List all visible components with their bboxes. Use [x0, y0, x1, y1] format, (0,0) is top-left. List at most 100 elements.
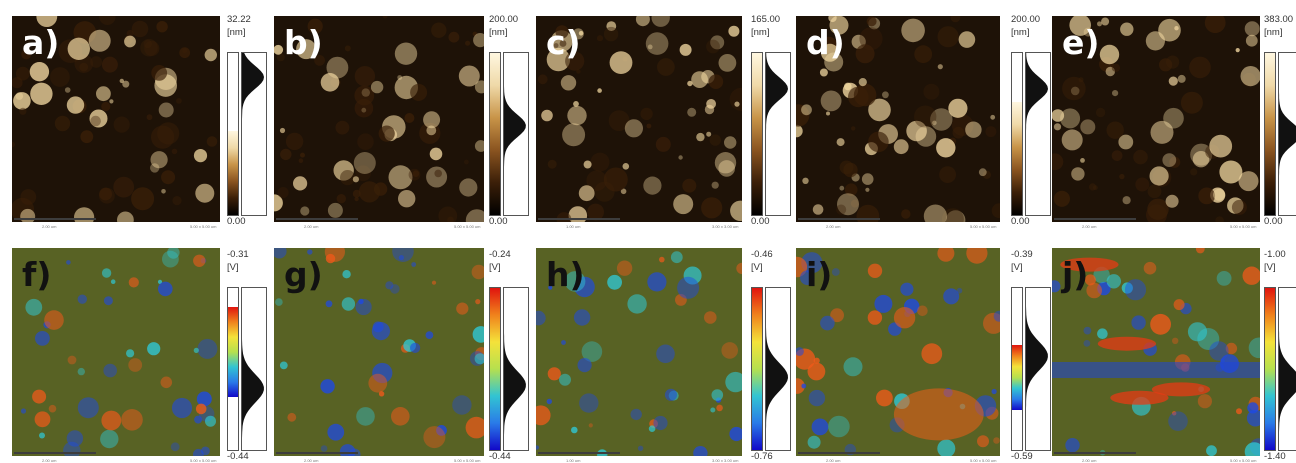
panel-g-image: g): [274, 248, 484, 456]
panel-e-colorbar-fill: [1265, 53, 1275, 215]
panel-f-min-value: -0.44: [227, 451, 249, 462]
panel-i-label: i): [806, 255, 833, 294]
panel-g-size-text: 5.00 x 5.00 um: [454, 458, 481, 463]
panel-f-label: f): [22, 255, 52, 294]
panel-c-histogram: [765, 52, 791, 216]
panel-h-size-text: 3.00 x 3.00 um: [712, 458, 739, 463]
panel-g-scale-bar: [276, 452, 358, 454]
panel-h-unit: [V]: [751, 262, 763, 273]
panel-i-colorbar-fill: [1012, 344, 1022, 410]
panel-g-scale-text: 2.00 um: [304, 458, 319, 463]
panel-g-label: g): [284, 255, 323, 294]
panel-e-min-value: 0.00: [1264, 216, 1283, 227]
panel-a-unit: [nm]: [227, 27, 246, 38]
panel-d-min-value: 0.00: [1011, 216, 1030, 227]
panel-j-label: j): [1062, 255, 1089, 294]
panel-h-label: h): [546, 255, 585, 294]
panel-h-max-value: -0.46: [751, 249, 773, 260]
panel-b-image: b): [274, 16, 484, 222]
panel-c-scale-bar: [538, 218, 620, 220]
panel-h-scale-text: 1.00 um: [566, 458, 581, 463]
panel-h-scale-bar: [538, 452, 620, 454]
panel-d-scale-text: 2.00 um: [826, 224, 841, 229]
panel-h-colorbar-fill: [752, 288, 762, 450]
panel-c-scale-text: 1.00 um: [566, 224, 581, 229]
panel-a-scale-text: 2.00 um: [42, 224, 57, 229]
panel-e-scale-text: 2.00 um: [1082, 224, 1097, 229]
panel-c-colorbar: [751, 52, 763, 216]
panel-a-image: a): [12, 16, 220, 222]
panel-f-image: f): [12, 248, 220, 456]
panel-f-size-text: 5.00 x 5.00 um: [190, 458, 217, 463]
panel-f-colorbar-fill: [228, 307, 238, 397]
panel-j-image: j): [1052, 248, 1260, 456]
panel-c-colorbar-fill: [752, 53, 762, 215]
panel-d-size-text: 5.00 x 5.00 um: [970, 224, 997, 229]
panel-d-colorbar: [1011, 52, 1023, 216]
panel-b-min-value: 0.00: [489, 216, 508, 227]
panel-b-colorbar-fill: [490, 53, 500, 215]
panel-i-scale-text: 2.00 um: [826, 458, 841, 463]
panel-i-colorbar: [1011, 287, 1023, 451]
panel-a-min-value: 0.00: [227, 216, 246, 227]
panel-g-min-value: -0.44: [489, 451, 511, 462]
panel-j-min-value: -1.40: [1264, 451, 1286, 462]
panel-h-min-value: -0.76: [751, 451, 773, 462]
panel-b-scale-text: 2.00 um: [304, 224, 319, 229]
panel-b-histogram: [503, 52, 529, 216]
panel-a-colorbar-fill: [228, 130, 238, 215]
panel-a-max-value: 32.22: [227, 14, 251, 25]
panel-c-min-value: 0.00: [751, 216, 770, 227]
panel-e-size-text: 5.00 x 5.00 um: [1230, 224, 1257, 229]
panel-g-colorbar-fill: [490, 288, 500, 450]
panel-f-histogram: [241, 287, 267, 451]
panel-i-image: i): [796, 248, 1000, 456]
panel-j-histogram: [1278, 287, 1296, 451]
panel-a-label: a): [22, 23, 60, 62]
panel-b-colorbar: [489, 52, 501, 216]
panel-j-size-text: 5.00 x 5.00 um: [1230, 458, 1257, 463]
panel-i-histogram: [1025, 287, 1051, 451]
panel-g-max-value: -0.24: [489, 249, 511, 260]
panel-a-size-text: 5.00 x 5.00 um: [190, 224, 217, 229]
panel-f-scale-bar: [14, 452, 96, 454]
panel-f-max-value: -0.31: [227, 249, 249, 260]
panel-b-scale-bar: [276, 218, 358, 220]
panel-d-max-value: 200.00: [1011, 14, 1041, 25]
panel-g-colorbar: [489, 287, 501, 451]
panel-j-unit: [V]: [1264, 262, 1276, 273]
panel-d-histogram: [1025, 52, 1051, 216]
panel-d-colorbar-fill: [1012, 101, 1022, 215]
panel-d-unit: [nm]: [1011, 27, 1030, 38]
panel-i-scale-bar: [798, 452, 880, 454]
panel-e-max-value: 383.00: [1264, 14, 1294, 25]
panel-c-label: c): [546, 23, 581, 62]
panel-e-unit: [nm]: [1264, 27, 1283, 38]
panel-b-size-text: 5.00 x 5.00 um: [454, 224, 481, 229]
panel-j-scale-text: 2.00 um: [1082, 458, 1097, 463]
panel-g-unit: [V]: [489, 262, 501, 273]
panel-b-max-value: 200.00: [489, 14, 519, 25]
panel-c-size-text: 3.00 x 3.00 um: [712, 224, 739, 229]
panel-d-scale-bar: [798, 218, 880, 220]
panel-i-unit: [V]: [1011, 262, 1023, 273]
panel-e-scale-bar: [1054, 218, 1136, 220]
panel-j-scale-bar: [1054, 452, 1136, 454]
panel-c-max-value: 165.00: [751, 14, 781, 25]
panel-f-scale-text: 2.00 um: [42, 458, 57, 463]
panel-a-histogram: [241, 52, 267, 216]
panel-e-label: e): [1062, 23, 1100, 62]
panel-j-colorbar-fill: [1265, 288, 1275, 450]
panel-e-colorbar: [1264, 52, 1276, 216]
panel-a-scale-bar: [14, 218, 96, 220]
panel-d-label: d): [806, 23, 845, 62]
panel-c-image: c): [536, 16, 742, 222]
panel-j-max-value: -1.00: [1264, 249, 1286, 260]
panel-c-unit: [nm]: [751, 27, 770, 38]
panel-f-unit: [V]: [227, 262, 239, 273]
panel-h-histogram: [765, 287, 791, 451]
panel-g-histogram: [503, 287, 529, 451]
panel-b-unit: [nm]: [489, 27, 508, 38]
panel-e-image: e): [1052, 16, 1260, 222]
panel-b-label: b): [284, 23, 323, 62]
